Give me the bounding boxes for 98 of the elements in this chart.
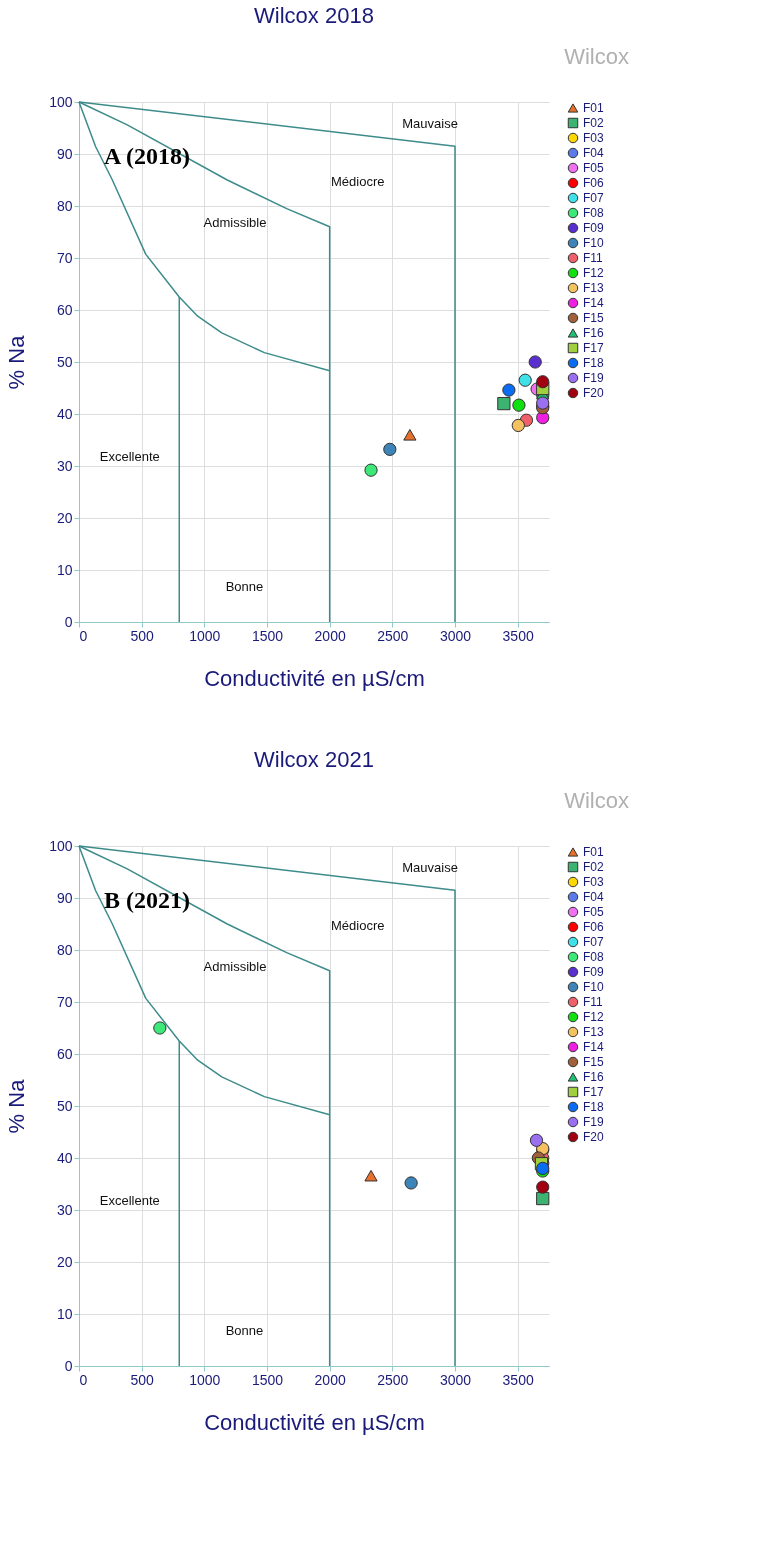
- legend-label: F02: [583, 116, 604, 130]
- x-tick-label: 3000: [439, 627, 472, 644]
- legend-label: F01: [583, 101, 604, 115]
- x-axis-title: Conductivité en µS/cm: [204, 665, 425, 691]
- y-tick-label: 100: [49, 93, 73, 110]
- legend-label: F15: [583, 311, 604, 325]
- x-tick-label: 3000: [439, 1371, 472, 1388]
- legend-label: F14: [583, 296, 604, 310]
- annotation: Excellente: [99, 449, 160, 465]
- x-tick-label: 0: [79, 1371, 88, 1388]
- y-axis-title: % Na: [4, 1078, 30, 1134]
- legend-label: F20: [583, 1130, 604, 1144]
- legend-label: F07: [583, 191, 604, 205]
- legend-label: F13: [583, 281, 604, 295]
- legend-label: F09: [583, 965, 604, 979]
- y-tick-label: 10: [56, 561, 73, 578]
- legend-label: F18: [583, 356, 604, 370]
- text: Wilcox: [564, 44, 629, 69]
- y-tick-label: 0: [64, 1357, 73, 1374]
- legend-label: F05: [583, 905, 604, 919]
- y-tick-label: 80: [56, 197, 73, 214]
- x-tick-label: 3500: [502, 1371, 534, 1388]
- legend-label: F10: [583, 980, 604, 994]
- legend-label: F14: [583, 1040, 604, 1054]
- legend-label: F11: [583, 251, 604, 265]
- annotation: Mauvaise: [402, 859, 458, 875]
- y-tick-label: 50: [56, 353, 73, 370]
- legend-label: F12: [583, 266, 604, 280]
- annotation: Bonne: [225, 1323, 264, 1339]
- x-tick-label: 1500: [251, 627, 284, 644]
- text: Wilcox: [564, 788, 629, 813]
- legend-label: F17: [583, 1085, 604, 1099]
- annotation: Médiocre: [330, 173, 385, 189]
- y-tick-label: 0: [64, 613, 73, 630]
- y-axis-title: % Na: [4, 334, 30, 390]
- legend-label: F04: [583, 890, 604, 904]
- legend-label: F06: [583, 920, 604, 934]
- annotation: Médiocre: [330, 917, 385, 933]
- x-tick-label: 3500: [502, 627, 534, 644]
- legend-label: F18: [583, 1100, 604, 1114]
- legend-label: F06: [583, 176, 604, 190]
- legend-label: F04: [583, 146, 604, 160]
- legend-label: F12: [583, 1010, 604, 1024]
- x-tick-label: 2500: [377, 627, 409, 644]
- annotation: B (2021): [104, 887, 190, 913]
- legend-label: F08: [583, 206, 604, 220]
- legend-label: F19: [583, 371, 604, 385]
- y-tick-label: 60: [56, 1045, 73, 1062]
- y-tick-label: 70: [56, 993, 73, 1010]
- legend-label: F17: [583, 341, 604, 355]
- y-tick-label: 30: [56, 1201, 73, 1218]
- chart-title: Wilcox 2018: [254, 3, 374, 28]
- x-tick-label: 1500: [251, 1371, 284, 1388]
- y-tick-label: 30: [56, 457, 73, 474]
- y-tick-label: 80: [56, 941, 73, 958]
- legend-label: F03: [583, 875, 604, 889]
- y-tick-label: 70: [56, 249, 73, 266]
- y-tick-label: 40: [56, 405, 73, 422]
- annotation: A (2018): [104, 143, 190, 169]
- x-tick-label: 2500: [377, 1371, 409, 1388]
- annotation: Admissible: [203, 214, 267, 230]
- y-tick-label: 50: [56, 1097, 73, 1114]
- legend-label: F02: [583, 860, 604, 874]
- legend-label: F11: [583, 995, 604, 1009]
- legend-label: F08: [583, 950, 604, 964]
- legend-label: F09: [583, 221, 604, 235]
- x-tick-label: 1000: [189, 627, 221, 644]
- legend-label: F19: [583, 1115, 604, 1129]
- y-tick-label: 90: [56, 145, 73, 162]
- x-tick-label: 0: [79, 627, 88, 644]
- legend-label: F01: [583, 845, 604, 859]
- legend-label: F16: [583, 326, 604, 340]
- legend-label: F13: [583, 1025, 604, 1039]
- x-tick-label: 2000: [314, 1371, 346, 1388]
- y-tick-label: 40: [56, 1149, 73, 1166]
- y-tick-label: 10: [56, 1305, 73, 1322]
- legend-label: F16: [583, 1070, 604, 1084]
- annotation: Bonne: [225, 579, 264, 595]
- y-tick-label: 20: [56, 509, 73, 526]
- x-tick-label: 2000: [314, 627, 346, 644]
- legend-label: F15: [583, 1055, 604, 1069]
- x-tick-label: 500: [130, 1371, 155, 1388]
- y-tick-label: 60: [56, 301, 73, 318]
- legend-label: F05: [583, 161, 604, 175]
- x-axis-title: Conductivité en µS/cm: [204, 1409, 425, 1435]
- annotation: Mauvaise: [402, 115, 458, 131]
- x-tick-label: 1000: [189, 1371, 221, 1388]
- annotation: Excellente: [99, 1193, 160, 1209]
- x-tick-label: 500: [130, 627, 155, 644]
- legend-label: F07: [583, 935, 604, 949]
- chart-title: Wilcox 2021: [254, 747, 374, 772]
- legend-label: F20: [583, 386, 604, 400]
- y-tick-label: 100: [49, 837, 73, 854]
- legend-label: F10: [583, 236, 604, 250]
- y-tick-label: 20: [56, 1253, 73, 1270]
- y-tick-label: 90: [56, 889, 73, 906]
- legend-label: F03: [583, 131, 604, 145]
- annotation: Admissible: [203, 958, 267, 974]
